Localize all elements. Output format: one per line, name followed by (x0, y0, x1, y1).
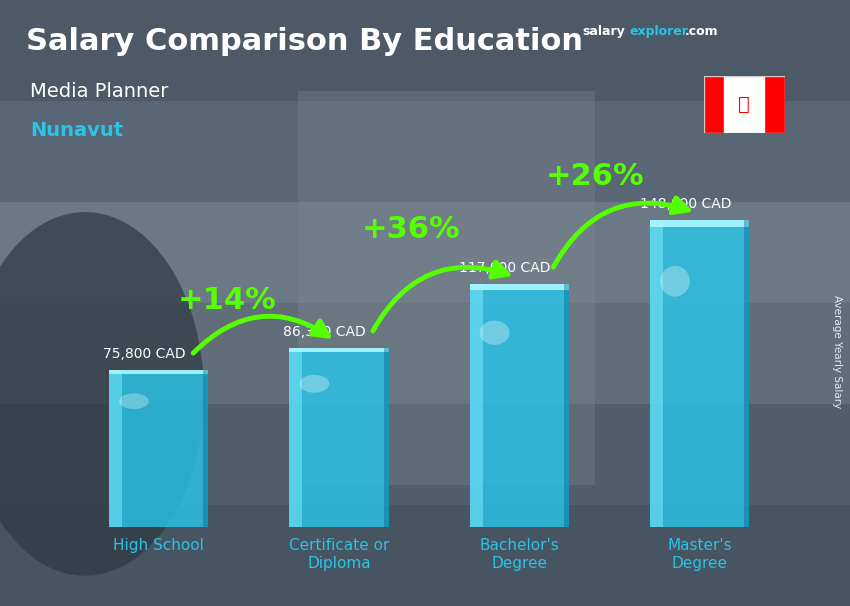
Bar (0, 202, 850, 303)
Bar (0, 0, 850, 101)
Bar (650, 220, 663, 527)
Ellipse shape (479, 321, 509, 345)
FancyArrowPatch shape (553, 198, 688, 267)
Bar (0, 404, 850, 505)
Bar (109, 370, 122, 527)
Bar (564, 284, 569, 527)
Ellipse shape (0, 212, 204, 576)
Bar (290, 348, 388, 527)
Text: salary: salary (582, 25, 625, 38)
Text: 117,000 CAD: 117,000 CAD (459, 261, 551, 275)
Text: 75,800 CAD: 75,800 CAD (103, 347, 185, 361)
Bar (470, 284, 569, 290)
Bar (745, 220, 750, 527)
Text: +26%: +26% (546, 162, 644, 190)
FancyArrowPatch shape (193, 316, 329, 353)
Text: Media Planner: Media Planner (30, 82, 168, 101)
Bar (704, 76, 724, 133)
Text: +36%: +36% (362, 215, 461, 244)
Text: Salary Comparison By Education: Salary Comparison By Education (26, 27, 582, 56)
Bar (0, 303, 850, 404)
Bar (650, 220, 750, 227)
Text: .com: .com (685, 25, 719, 38)
Bar (0, 101, 850, 202)
Bar (0, 505, 850, 606)
Ellipse shape (119, 393, 149, 409)
Bar (764, 76, 785, 133)
Bar (298, 91, 595, 485)
Bar (650, 220, 750, 527)
Bar (724, 76, 764, 133)
Bar (290, 348, 303, 527)
Bar (383, 348, 388, 527)
Ellipse shape (299, 375, 329, 393)
Bar (470, 284, 569, 527)
Text: 86,300 CAD: 86,300 CAD (283, 325, 366, 339)
Ellipse shape (660, 266, 690, 296)
Text: +14%: +14% (178, 286, 276, 315)
Text: Average Yearly Salary: Average Yearly Salary (832, 295, 842, 408)
Bar (203, 370, 208, 527)
Bar (109, 370, 208, 527)
Text: explorer: explorer (629, 25, 688, 38)
Text: 🍁: 🍁 (739, 95, 750, 114)
Text: 148,000 CAD: 148,000 CAD (639, 196, 731, 211)
Text: Nunavut: Nunavut (30, 121, 123, 140)
Bar (290, 348, 388, 353)
Bar (470, 284, 483, 527)
FancyArrowPatch shape (373, 262, 508, 331)
Bar (109, 370, 208, 374)
